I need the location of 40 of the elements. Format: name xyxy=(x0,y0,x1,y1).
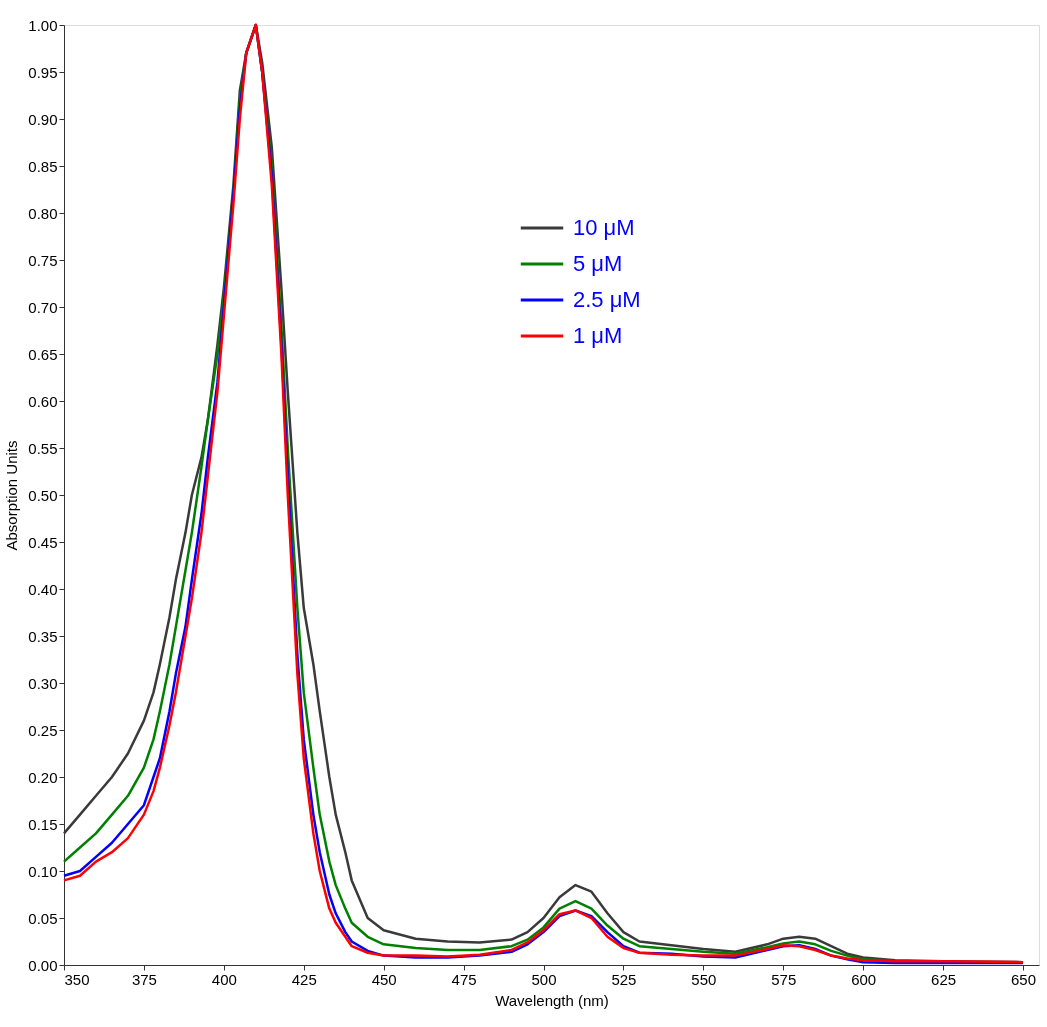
x-tick-label: 525 xyxy=(611,970,637,988)
y-tick-label: 0.95 xyxy=(28,63,58,81)
x-tick-label: 500 xyxy=(531,970,557,988)
x-tick-label: 350 xyxy=(64,970,90,988)
y-tick-label: 0.00 xyxy=(28,956,58,974)
x-tick-label: 625 xyxy=(931,970,957,988)
y-axis-title: Absorption Units xyxy=(3,440,21,551)
y-tick-label: 0.75 xyxy=(28,251,58,269)
x-tick-label: 650 xyxy=(1011,970,1037,988)
y-tick-label: 0.15 xyxy=(28,815,58,833)
y-tick-label: 0.30 xyxy=(28,674,58,692)
y-tick-label: 0.55 xyxy=(28,439,58,457)
x-tick-label: 450 xyxy=(371,970,397,988)
y-tick-label: 0.50 xyxy=(28,486,58,504)
y-tick-label: 0.90 xyxy=(28,110,58,128)
x-tick-label: 425 xyxy=(291,970,317,988)
x-tick-label: 600 xyxy=(851,970,877,988)
y-tick-label: 0.25 xyxy=(28,721,58,739)
x-tick-label: 550 xyxy=(691,970,717,988)
y-tick-label: 0.20 xyxy=(28,768,58,786)
y-tick-label: 0.45 xyxy=(28,533,58,551)
legend-label: 2.5 μM xyxy=(573,287,641,312)
legend-label: 5 μM xyxy=(573,251,623,276)
y-tick-label: 0.70 xyxy=(28,298,58,316)
x-tick-label: 575 xyxy=(771,970,797,988)
x-tick-label: 475 xyxy=(451,970,477,988)
x-tick-label: 375 xyxy=(131,970,157,988)
y-tick-label: 0.05 xyxy=(28,909,58,927)
y-tick-label: 1.00 xyxy=(28,16,58,34)
y-tick-label: 0.80 xyxy=(28,204,58,222)
legend-label: 1 μM xyxy=(573,323,623,348)
y-tick-label: 0.35 xyxy=(28,627,58,645)
y-tick-label: 0.10 xyxy=(28,862,58,880)
x-tick-label: 400 xyxy=(211,970,237,988)
y-tick-label: 0.40 xyxy=(28,580,58,598)
y-tick-label: 0.60 xyxy=(28,392,58,410)
y-tick-label: 0.65 xyxy=(28,345,58,363)
legend-label: 10 μM xyxy=(573,215,635,240)
y-tick-label: 0.85 xyxy=(28,157,58,175)
x-axis-title: Wavelength (nm) xyxy=(495,991,609,1009)
